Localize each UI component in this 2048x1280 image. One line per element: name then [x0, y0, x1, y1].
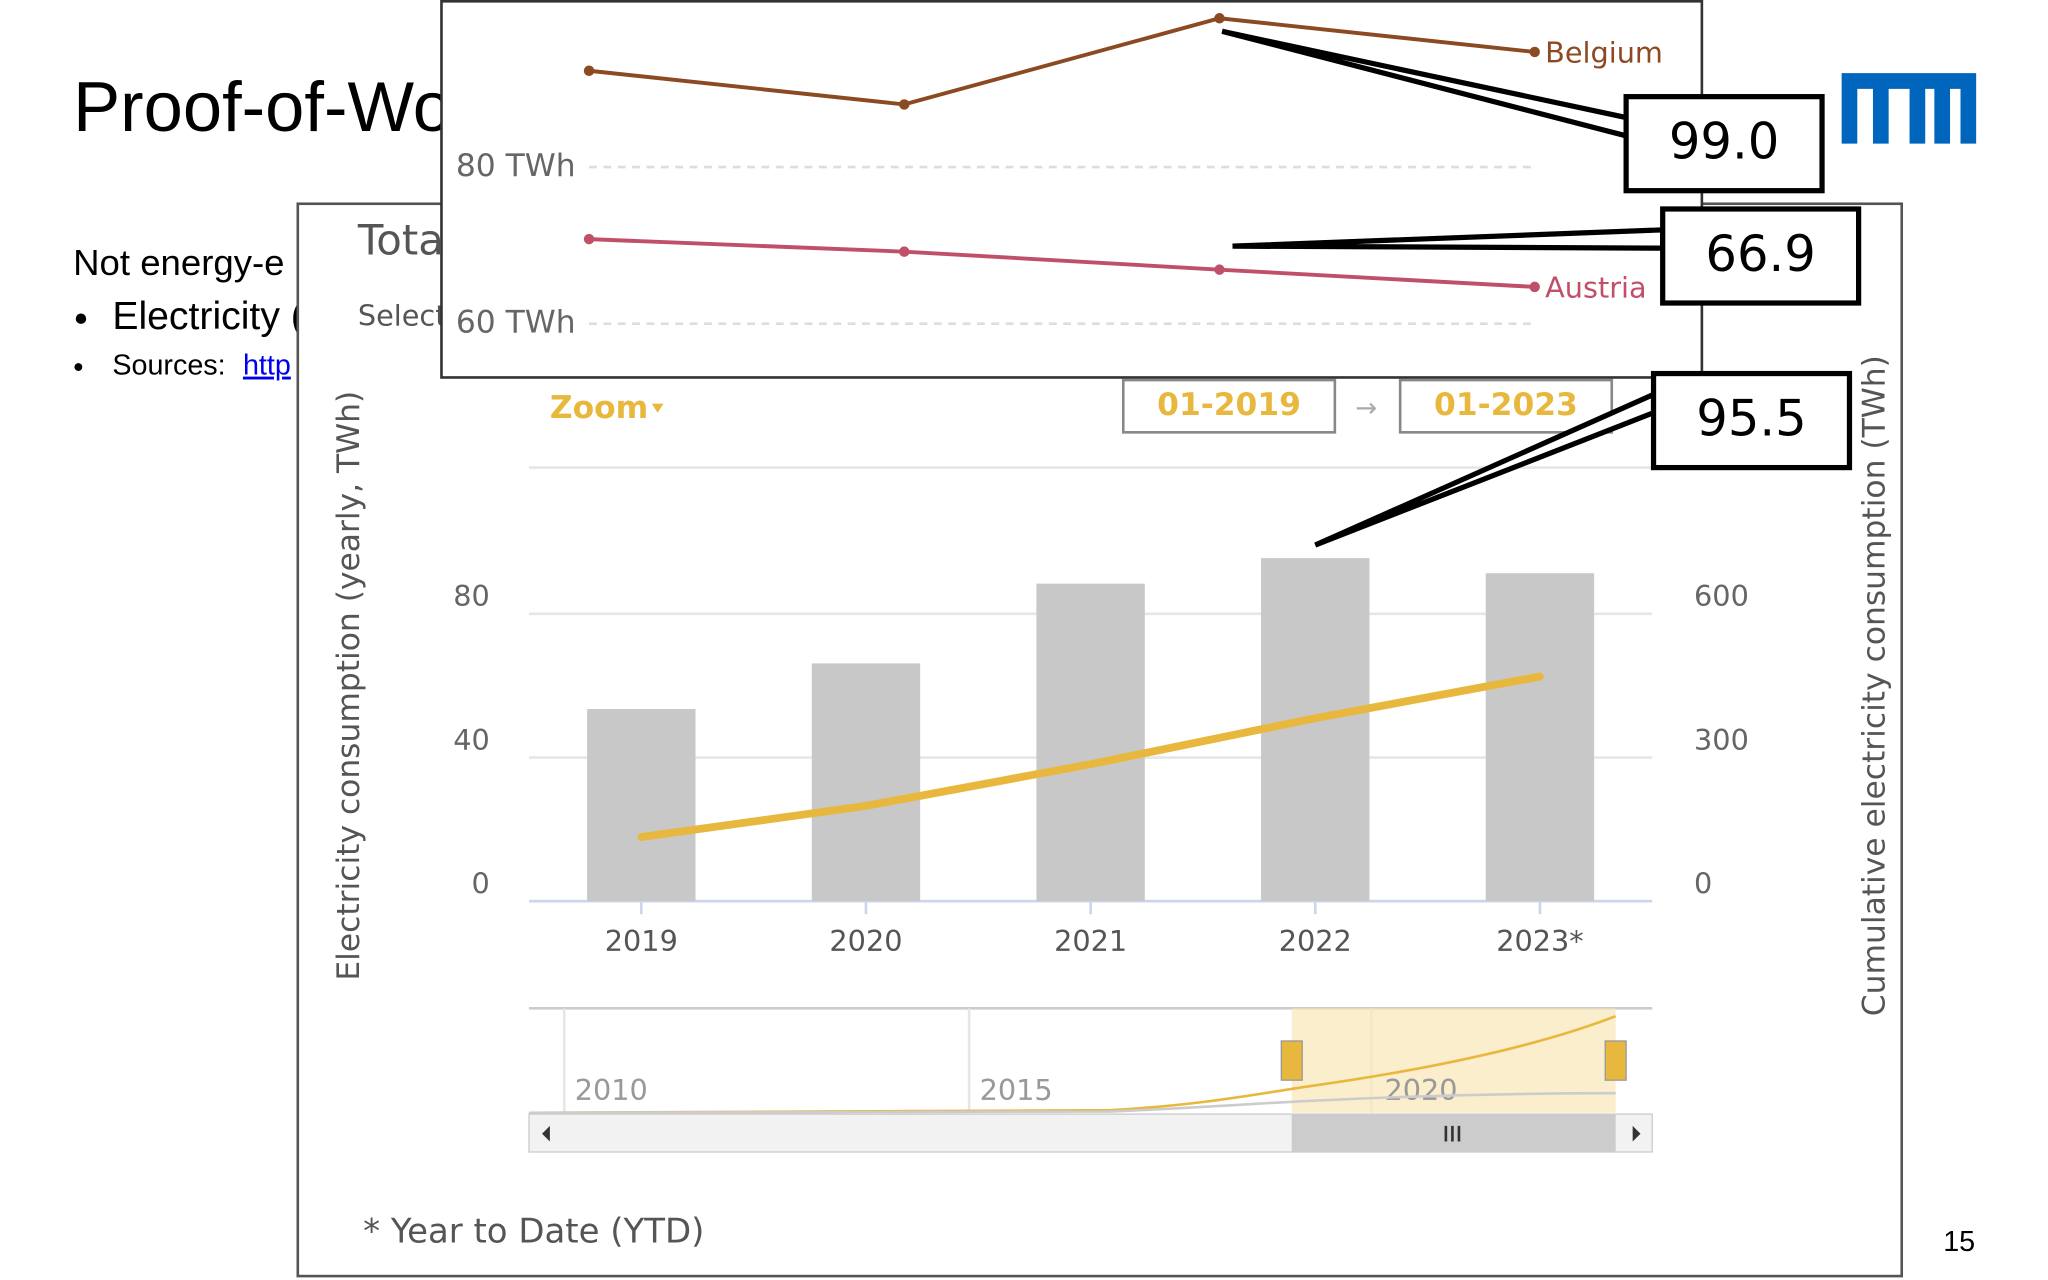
point	[1529, 281, 1540, 293]
bullet	[75, 313, 87, 324]
scroll-left[interactable]	[542, 1125, 550, 1142]
bar	[811, 663, 921, 902]
page-number: 15	[1943, 1226, 1975, 1258]
navigator-label: 2020	[1384, 1073, 1457, 1107]
navigator-label: 2015	[980, 1073, 1053, 1107]
series-line	[588, 237, 1535, 289]
sources-link[interactable]: http	[243, 350, 291, 382]
zoom[interactable]: Zoom	[550, 390, 648, 426]
date-from: 01-2019	[1157, 387, 1301, 423]
x-tick-label: 2023*	[1496, 924, 1583, 958]
y-axis-title: Electricity consumption (yearly, TWh)	[331, 391, 367, 981]
point	[899, 246, 910, 257]
bar	[1485, 573, 1595, 902]
callout-label: 99.0	[1669, 112, 1780, 170]
x-tick-label: 2020	[829, 924, 902, 958]
handle[interactable]	[1280, 1040, 1303, 1081]
point	[583, 233, 595, 245]
y-tick-label: 40	[453, 723, 490, 757]
panel-select: Select	[358, 298, 447, 332]
point	[583, 65, 595, 76]
point	[1529, 46, 1540, 58]
date-to: 01-2023	[1434, 387, 1578, 423]
zoom-caret	[651, 403, 664, 413]
y-tick-label: 0	[472, 867, 490, 901]
callout-box	[1623, 94, 1825, 194]
logo	[1841, 73, 1977, 144]
x-tick-label: 2021	[1054, 924, 1127, 958]
navigator-line	[528, 1091, 1616, 1115]
navigator-line	[528, 1014, 1617, 1115]
point	[1214, 13, 1225, 24]
slide-title: Proof-of-Wo	[73, 67, 452, 146]
callout-box	[1650, 370, 1853, 471]
bar	[1261, 558, 1370, 902]
slide-bullet: Electricity (	[112, 295, 304, 338]
handle[interactable]	[1604, 1040, 1627, 1081]
series-label: Austria	[1545, 270, 1646, 304]
cumulative-line	[637, 672, 1544, 841]
point	[1214, 264, 1225, 275]
y2-tick-label: 300	[1694, 723, 1749, 757]
date-box	[1398, 378, 1614, 434]
date-box	[1121, 378, 1337, 434]
date-arrow: →	[1355, 393, 1377, 423]
scroll-right[interactable]	[1632, 1125, 1641, 1142]
y-tick-label: 60 TWh	[456, 305, 576, 341]
scroll-grip	[1444, 1125, 1461, 1142]
callout-label: 95.5	[1696, 389, 1807, 447]
y-tick-label: 80	[453, 579, 490, 613]
callout-label: 66.9	[1705, 225, 1816, 283]
y-tick-label: 80 TWh	[456, 148, 576, 184]
bullet	[74, 363, 83, 371]
bar	[1036, 583, 1145, 902]
panel	[440, 0, 1704, 379]
series-label: Belgium	[1545, 36, 1663, 70]
sources-label: Sources:	[112, 350, 225, 382]
point	[899, 99, 910, 110]
y2-tick-label: 600	[1694, 579, 1749, 613]
y2-tick-label: 0	[1694, 867, 1712, 901]
x-tick-label: 2019	[605, 924, 678, 958]
callout-box	[1660, 206, 1862, 306]
bar	[587, 709, 696, 902]
panel-title: Tota	[357, 215, 444, 264]
slide-text: Not energy-e	[73, 242, 284, 283]
y2-axis-title: Cumulative electricity consumption (TWh)	[1857, 355, 1893, 1016]
footnote: * Year to Date (YTD)	[363, 1211, 704, 1251]
x-tick-label: 2022	[1279, 924, 1352, 958]
navigator-label: 2010	[575, 1073, 648, 1107]
series-line	[588, 16, 1535, 107]
